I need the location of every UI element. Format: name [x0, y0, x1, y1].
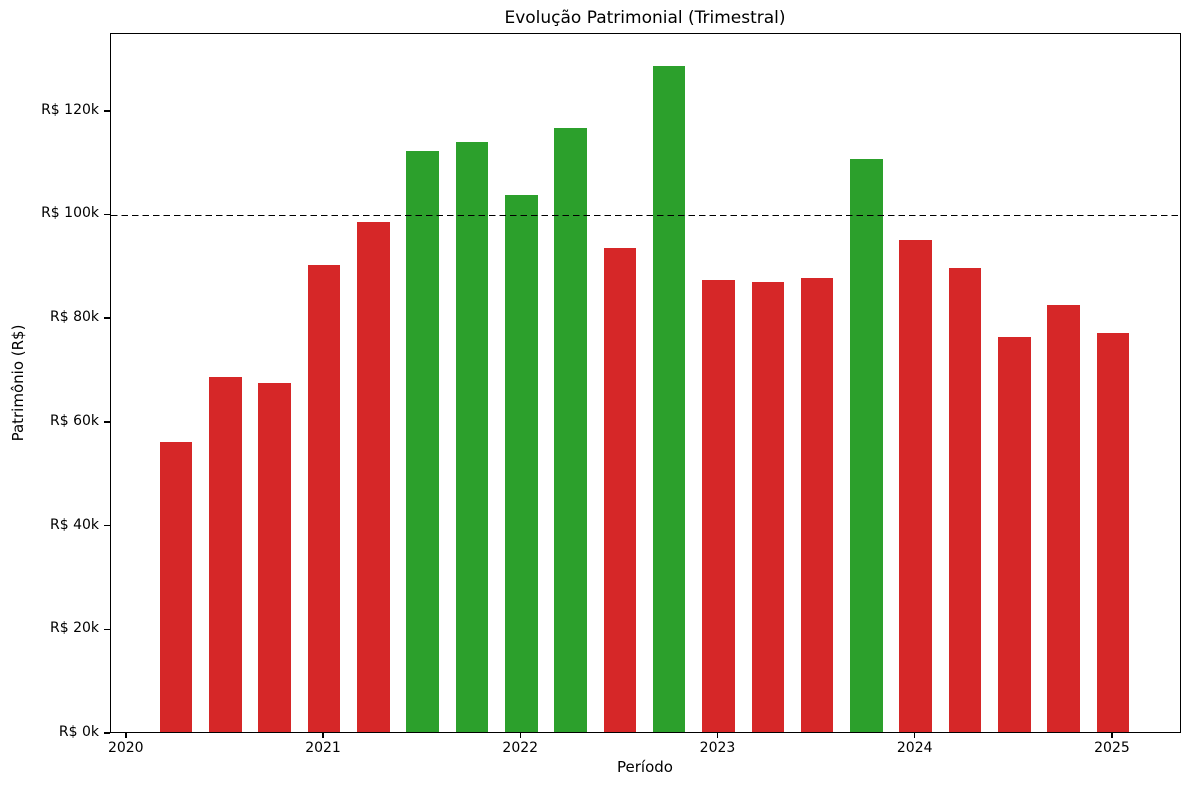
y-tick-mark-120000	[104, 110, 110, 112]
bar-2022-T2	[554, 128, 587, 732]
y-tick-label-100000: R$ 100k	[41, 205, 99, 222]
bar-2020-T4	[258, 383, 291, 732]
y-tick-mark-0	[104, 732, 110, 734]
bar-2022-T1	[504, 195, 538, 732]
bar-2024-T3	[998, 337, 1031, 732]
x-tick-label-2023: 2023	[699, 740, 736, 756]
y-tick-label-0: R$ 0k	[58, 724, 99, 740]
bar-2024-T4	[1047, 304, 1080, 732]
bar-2022-T4	[652, 66, 686, 732]
bar-2021-T1	[307, 265, 341, 732]
y-tick-label-60000: R$ 60k	[49, 412, 99, 429]
y-tick-mark-100000	[104, 213, 110, 216]
y-tick-label-80000: R$ 80k	[49, 309, 99, 326]
x-tick-label-2025: 2025	[1094, 740, 1130, 756]
bar-2024-T1	[899, 239, 932, 732]
x-tick-label-2024: 2024	[896, 740, 933, 756]
bar-2023-T1	[702, 279, 735, 732]
x-tick-label-2020: 2020	[107, 740, 144, 756]
plot-area	[110, 33, 1181, 733]
y-tick-label-20000: R$ 20k	[49, 620, 99, 637]
bar-2023-T3	[800, 278, 834, 732]
bar-2023-T4	[850, 158, 883, 732]
y-tick-mark-60000	[104, 421, 110, 423]
y-tick-mark-20000	[104, 628, 110, 631]
x-tick-mark-2024	[913, 733, 916, 738]
x-tick-mark-2023	[716, 733, 719, 738]
bar-2021-T3	[406, 151, 439, 732]
bar-2025-T1	[1096, 333, 1130, 732]
y-tick-label-40000: R$ 40k	[49, 516, 99, 533]
bar-2023-T2	[751, 281, 785, 732]
y-tick-label-120000: R$ 120k	[41, 101, 99, 118]
reference-line-100k	[111, 214, 1180, 217]
x-axis-label: Período	[617, 758, 673, 776]
y-tick-mark-80000	[104, 317, 110, 319]
x-tick-mark-2022	[519, 733, 521, 738]
x-tick-mark-2025	[1111, 733, 1113, 738]
y-tick-mark-40000	[104, 524, 110, 527]
chart-title: Evolução Patrimonial (Trimestral)	[504, 8, 786, 28]
bar-2021-T2	[357, 221, 390, 732]
bar-2020-T3	[209, 377, 242, 732]
bar-2024-T2	[948, 267, 982, 732]
bars-layer	[111, 34, 1180, 732]
x-tick-label-2021: 2021	[305, 740, 341, 756]
bar-2020-T2	[159, 442, 193, 732]
x-tick-mark-2021	[322, 733, 324, 738]
bar-2022-T3	[603, 247, 637, 732]
x-tick-label-2022: 2022	[502, 740, 539, 756]
bar-2021-T4	[455, 142, 489, 732]
x-tick-mark-2020	[125, 733, 127, 738]
